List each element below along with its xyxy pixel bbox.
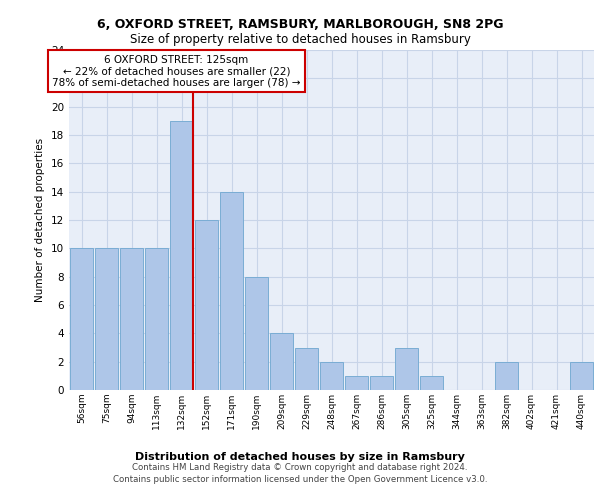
Bar: [245, 276, 268, 390]
Text: Contains public sector information licensed under the Open Government Licence v3: Contains public sector information licen…: [113, 475, 487, 484]
Bar: [295, 348, 318, 390]
Bar: [145, 248, 168, 390]
Text: Size of property relative to detached houses in Ramsbury: Size of property relative to detached ho…: [130, 32, 470, 46]
Bar: [170, 121, 193, 390]
Bar: [220, 192, 243, 390]
Text: 6 OXFORD STREET: 125sqm
← 22% of detached houses are smaller (22)
78% of semi-de: 6 OXFORD STREET: 125sqm ← 22% of detache…: [52, 54, 301, 88]
Bar: [495, 362, 518, 390]
Text: Distribution of detached houses by size in Ramsbury: Distribution of detached houses by size …: [135, 452, 465, 462]
Bar: [270, 334, 293, 390]
Y-axis label: Number of detached properties: Number of detached properties: [35, 138, 46, 302]
Text: Contains HM Land Registry data © Crown copyright and database right 2024.: Contains HM Land Registry data © Crown c…: [132, 464, 468, 472]
Bar: [195, 220, 218, 390]
Bar: [570, 362, 593, 390]
Bar: [345, 376, 368, 390]
Bar: [95, 248, 118, 390]
Bar: [320, 362, 343, 390]
Bar: [370, 376, 393, 390]
Bar: [395, 348, 418, 390]
Text: 6, OXFORD STREET, RAMSBURY, MARLBOROUGH, SN8 2PG: 6, OXFORD STREET, RAMSBURY, MARLBOROUGH,…: [97, 18, 503, 30]
Bar: [70, 248, 93, 390]
Bar: [120, 248, 143, 390]
Bar: [420, 376, 443, 390]
